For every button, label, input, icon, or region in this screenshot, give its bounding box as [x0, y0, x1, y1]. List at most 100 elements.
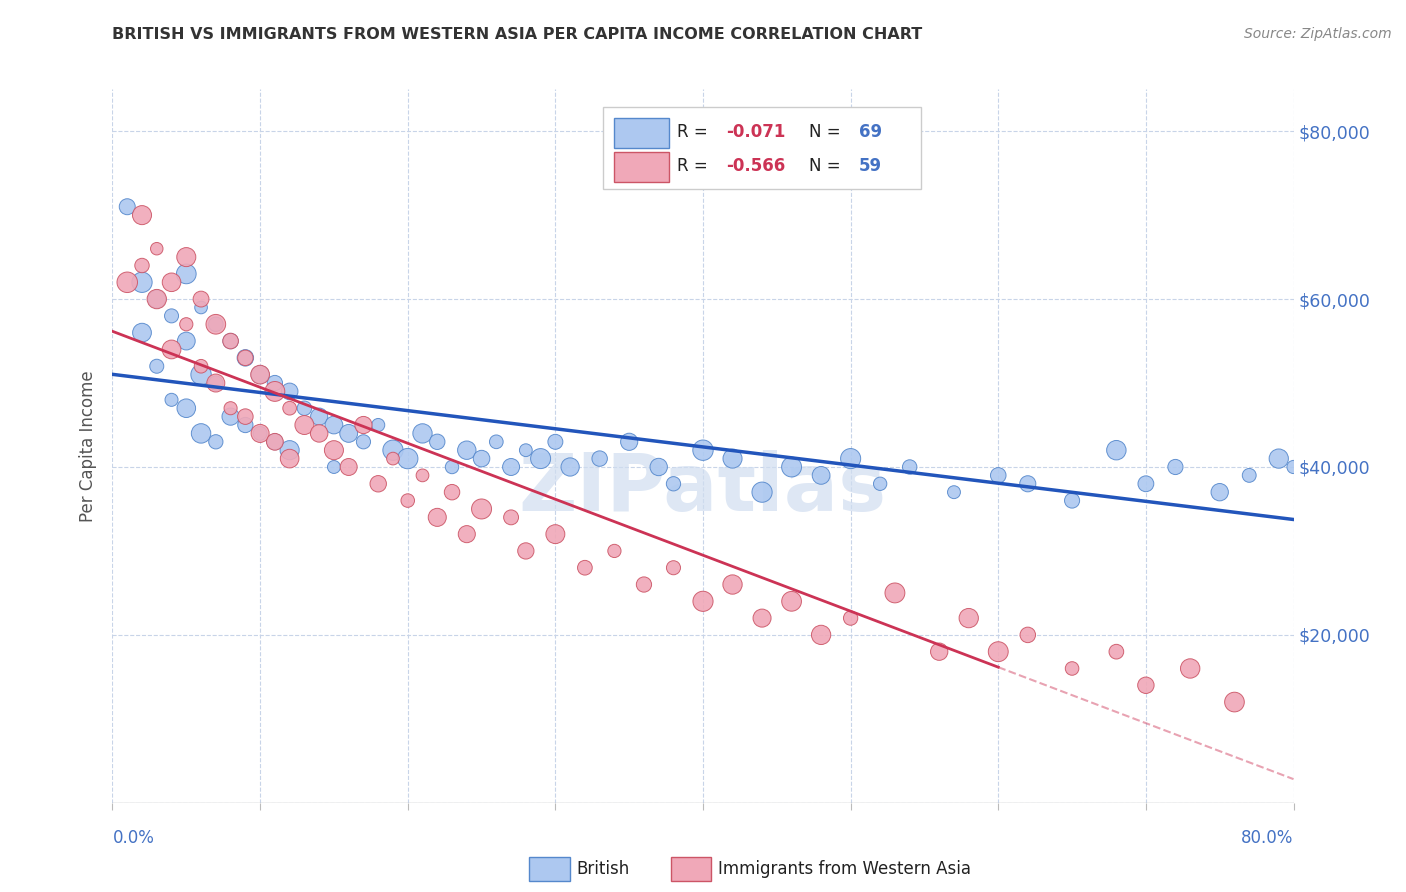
Point	[633, 577, 655, 591]
Point	[146, 292, 169, 306]
Point	[588, 451, 610, 466]
Point	[367, 417, 389, 432]
Point	[323, 460, 346, 475]
Point	[1208, 485, 1232, 500]
Point	[942, 485, 965, 500]
Point	[233, 409, 256, 424]
Point	[515, 443, 537, 458]
Point	[337, 460, 360, 475]
Point	[1062, 661, 1084, 675]
Point	[1017, 628, 1039, 642]
Point	[292, 417, 315, 432]
Point	[190, 368, 212, 382]
Text: 80.0%: 80.0%	[1241, 829, 1294, 847]
Point	[146, 359, 169, 374]
Point	[205, 318, 228, 332]
Text: -0.071: -0.071	[727, 123, 786, 141]
Point	[647, 460, 671, 475]
Point	[233, 417, 256, 432]
Point	[544, 434, 567, 449]
Point	[869, 476, 891, 491]
Point	[190, 426, 212, 441]
Point	[205, 318, 228, 332]
Point	[190, 301, 212, 315]
Point	[780, 594, 803, 608]
Point	[205, 376, 228, 390]
Point	[190, 359, 212, 374]
Point	[396, 451, 419, 466]
Point	[1268, 451, 1291, 466]
Point	[396, 493, 419, 508]
Point	[839, 451, 862, 466]
Point	[485, 434, 508, 449]
Point	[501, 460, 523, 475]
Point	[219, 401, 242, 416]
Point	[131, 259, 153, 273]
Point	[515, 544, 537, 558]
Point	[131, 275, 153, 289]
FancyBboxPatch shape	[614, 152, 669, 182]
Point	[1239, 468, 1261, 483]
Point	[160, 343, 183, 357]
Point	[174, 318, 197, 332]
Y-axis label: Per Capita Income: Per Capita Income	[79, 370, 97, 522]
Point	[352, 434, 374, 449]
Point	[529, 451, 551, 466]
Point	[692, 594, 714, 608]
Point	[233, 351, 256, 365]
Point	[662, 476, 685, 491]
Point	[205, 434, 228, 449]
Point	[692, 443, 714, 458]
FancyBboxPatch shape	[671, 857, 711, 881]
Point	[456, 527, 478, 541]
Point	[382, 451, 405, 466]
Text: -0.566: -0.566	[727, 157, 786, 175]
Point	[174, 401, 197, 416]
Point	[987, 468, 1010, 483]
Point	[264, 384, 287, 399]
Point	[233, 351, 256, 365]
Text: 59: 59	[859, 157, 882, 175]
Point	[382, 443, 405, 458]
FancyBboxPatch shape	[614, 118, 669, 148]
Point	[337, 426, 360, 441]
Text: BRITISH VS IMMIGRANTS FROM WESTERN ASIA PER CAPITA INCOME CORRELATION CHART: BRITISH VS IMMIGRANTS FROM WESTERN ASIA …	[112, 27, 922, 42]
Point	[662, 560, 685, 574]
Point	[219, 334, 242, 348]
Point	[987, 645, 1010, 659]
Text: R =: R =	[678, 157, 713, 175]
Text: Immigrants from Western Asia: Immigrants from Western Asia	[718, 860, 972, 878]
Point	[928, 645, 950, 659]
Point	[278, 401, 301, 416]
Point	[456, 443, 478, 458]
Point	[131, 208, 153, 222]
Point	[721, 577, 744, 591]
Point	[884, 586, 907, 600]
Point	[411, 468, 433, 483]
Point	[219, 334, 242, 348]
Point	[558, 460, 582, 475]
Point	[957, 611, 980, 625]
Point	[308, 426, 330, 441]
Point	[264, 376, 287, 390]
Point	[411, 426, 433, 441]
Point	[174, 250, 197, 264]
Point	[898, 460, 921, 475]
Point	[501, 510, 523, 524]
Text: N =: N =	[810, 157, 846, 175]
Point	[131, 326, 153, 340]
Point	[278, 384, 301, 399]
Point	[1135, 476, 1157, 491]
Point	[1105, 443, 1128, 458]
Point	[160, 275, 183, 289]
Point	[278, 443, 301, 458]
Point	[323, 417, 346, 432]
Point	[441, 485, 464, 500]
Point	[117, 200, 138, 214]
Point	[839, 611, 862, 625]
Point	[470, 502, 494, 516]
Text: R =: R =	[678, 123, 713, 141]
Point	[751, 485, 773, 500]
Point	[292, 401, 315, 416]
Point	[219, 409, 242, 424]
